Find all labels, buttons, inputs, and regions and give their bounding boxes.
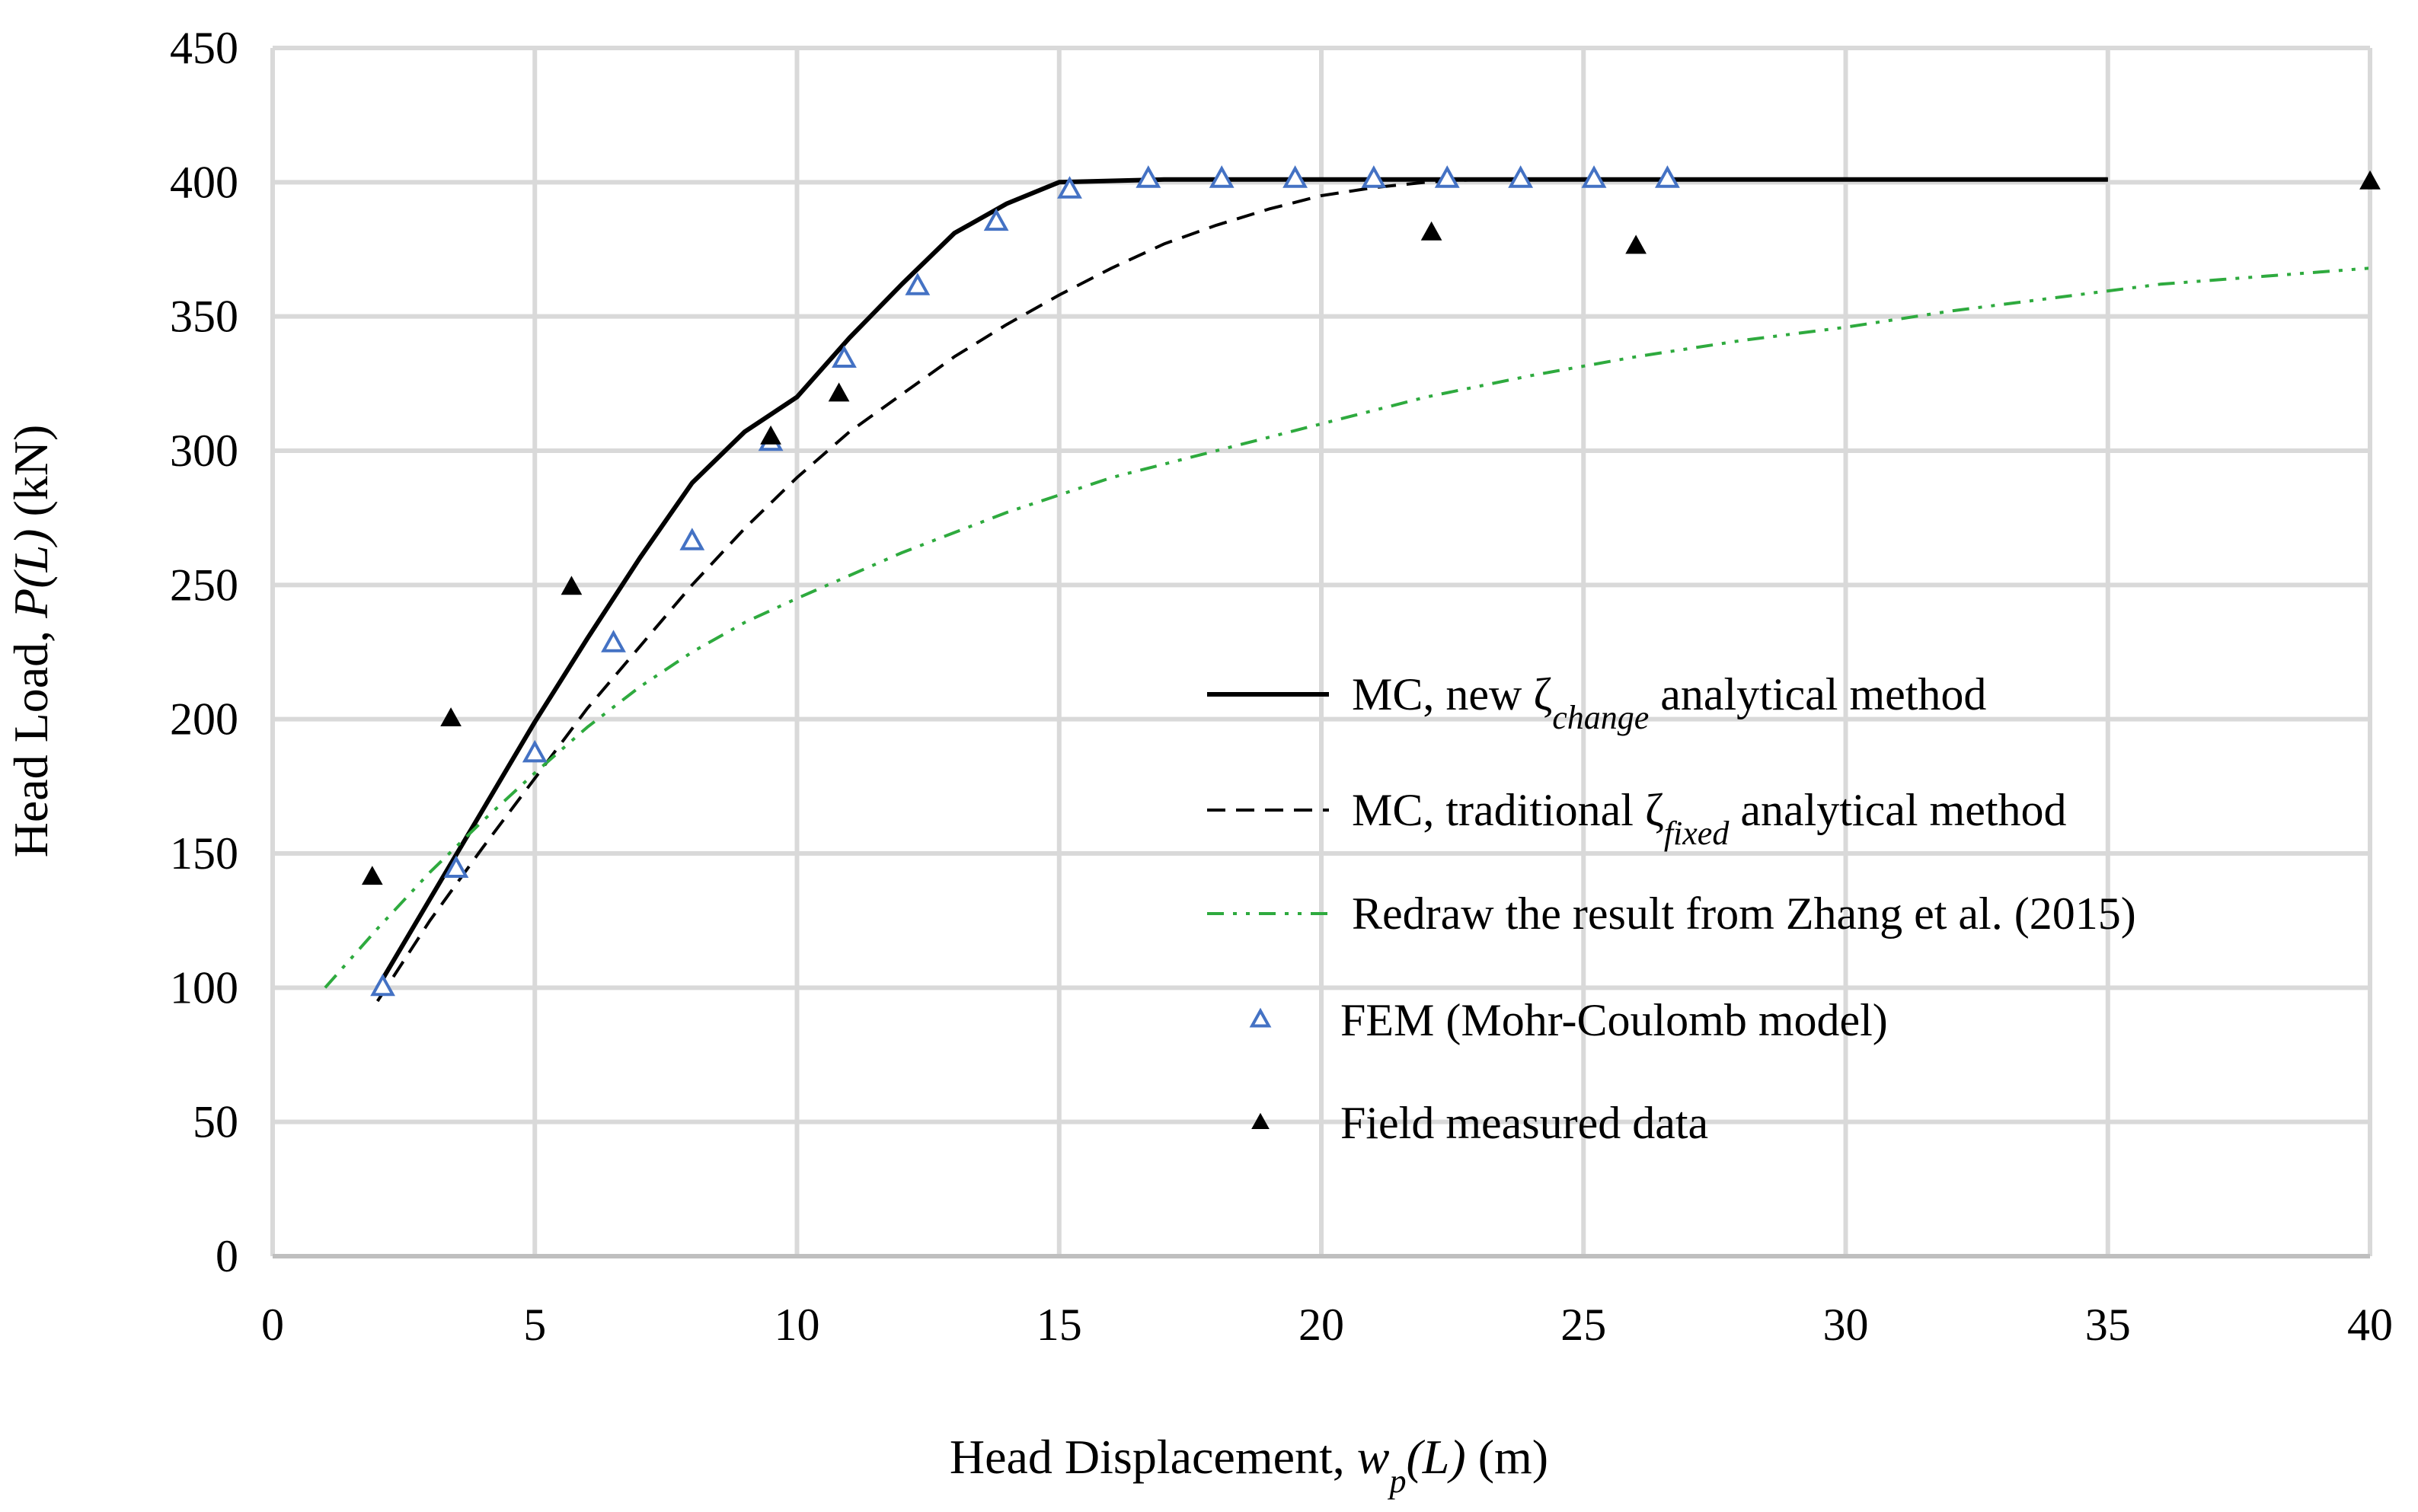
legend-label: MC, traditional ζfixed analytical method — [1352, 785, 2067, 852]
series — [324, 177, 2368, 1003]
field-data-point — [828, 382, 850, 402]
fem-data-point — [1209, 165, 1235, 188]
x-tick-label: 30 — [1823, 1300, 1869, 1350]
field-data-point — [561, 576, 583, 595]
legend-label: Redraw the result from Zhang et al. (201… — [1352, 888, 2136, 939]
fem-data-point — [601, 630, 626, 652]
x-tick-label: 35 — [2085, 1300, 2131, 1350]
fem-data-point — [1581, 165, 1607, 188]
field-data-point — [361, 866, 383, 885]
legend: MC, new ζchange analytical method MC, tra… — [1207, 669, 2136, 1148]
y-tick-label: 50 — [193, 1097, 238, 1147]
y-axis-title: Head Load, P(L) (kN) — [4, 425, 58, 858]
x-tick-label: 5 — [523, 1300, 546, 1350]
y-tick-label: 400 — [170, 157, 238, 207]
fem-data-point — [1508, 165, 1534, 188]
legend-entry: FEM (Mohr-Coulomb model) — [1249, 995, 1888, 1045]
legend-entry: MC, traditional ζfixed analytical method — [1207, 785, 2067, 852]
field-data-point — [440, 707, 462, 727]
fem-data-point — [370, 973, 395, 997]
fem-data-point — [1057, 176, 1082, 199]
fem-data-point — [983, 208, 1009, 231]
series-line-2 — [376, 177, 2108, 1003]
legend-entry: Redraw the result from Zhang et al. (201… — [1207, 888, 2136, 939]
fem-data-point — [832, 345, 857, 368]
fem-data-point — [1361, 165, 1387, 188]
fem-data-point — [1282, 165, 1308, 188]
series-line-3 — [324, 266, 2368, 989]
markers — [361, 165, 2381, 997]
tick-labels: 0 5 10 15 20 25 30 35 40050100150200250300350400… — [170, 23, 2393, 1350]
legend-label: Field measured data — [1340, 1098, 1708, 1148]
y-tick-label: 250 — [170, 560, 238, 610]
fem-data-point — [1136, 165, 1161, 188]
fem-data-point — [1655, 165, 1680, 188]
fem-data-point — [905, 273, 931, 295]
x-tick-label: 15 — [1037, 1300, 1082, 1350]
legend-entry: MC, new ζchange analytical method — [1207, 669, 1986, 736]
legend-marker — [1249, 1007, 1272, 1028]
legend-label: MC, new ζchange analytical method — [1352, 669, 1986, 736]
field-data-point — [1420, 221, 1442, 241]
x-tick-label: 25 — [1560, 1300, 1606, 1350]
x-tick-label: 40 — [2347, 1300, 2393, 1350]
legend-entry: Field measured data — [1251, 1098, 1708, 1148]
y-tick-label: 150 — [170, 828, 238, 879]
y-tick-label: 200 — [170, 694, 238, 745]
y-tick-label: 450 — [170, 23, 238, 73]
y-tick-label: 0 — [216, 1231, 238, 1281]
x-tick-label: 20 — [1298, 1300, 1344, 1350]
field-data-point — [2359, 170, 2381, 190]
y-tick-label: 350 — [170, 292, 238, 342]
legend-label: FEM (Mohr-Coulomb model) — [1340, 995, 1888, 1045]
y-tick-label: 100 — [170, 962, 238, 1013]
fem-data-point — [679, 528, 705, 550]
y-tick-label: 300 — [170, 426, 238, 476]
fem-data-point — [522, 739, 548, 763]
x-axis-title: Head Displacement, wp(L) (m) — [950, 1430, 1548, 1500]
fem-data-point — [443, 855, 469, 879]
field-data-point — [1625, 234, 1647, 254]
field-data-point — [760, 425, 781, 445]
fem-data-point — [1434, 165, 1460, 188]
x-tick-label: 10 — [775, 1300, 820, 1350]
series-line-1 — [375, 177, 2108, 989]
legend-marker — [1251, 1112, 1270, 1130]
x-tick-label: 0 — [261, 1300, 284, 1350]
